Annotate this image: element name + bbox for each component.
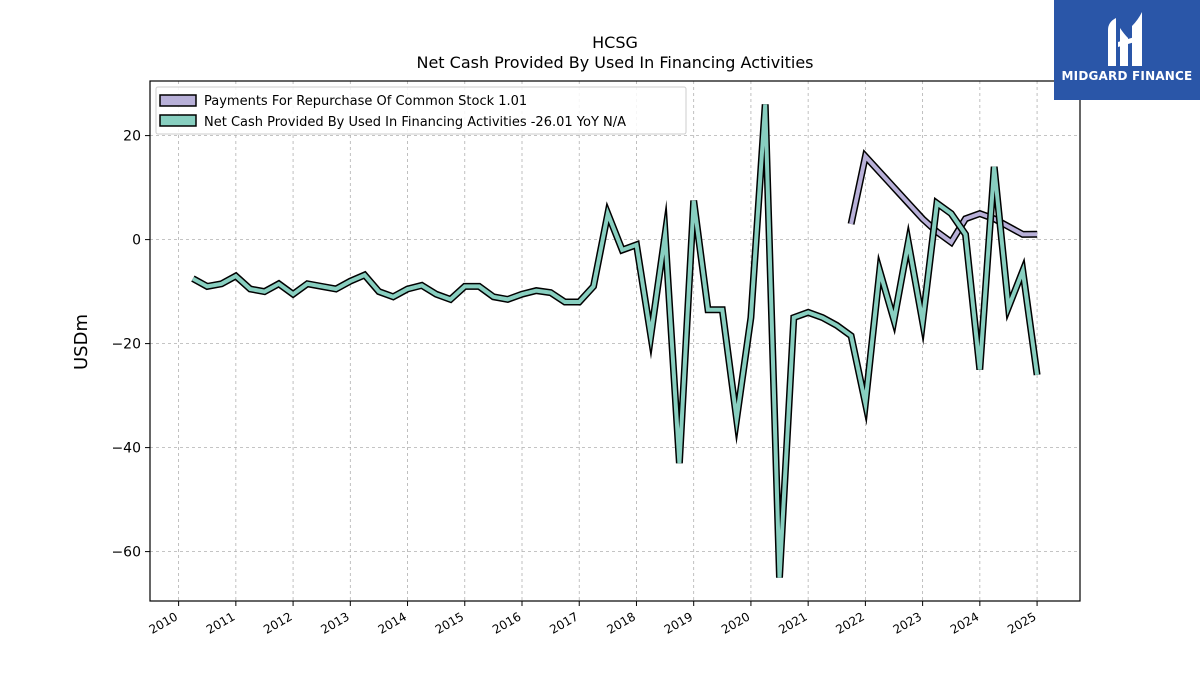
midgard-logo-icon xyxy=(1108,12,1142,66)
x-tick-label: 2016 xyxy=(490,609,523,636)
x-tick-label: 2019 xyxy=(662,609,695,636)
legend-swatch-financing xyxy=(159,114,197,127)
legend-swatch-repurchase xyxy=(159,94,197,107)
x-tick-label: 2017 xyxy=(547,609,580,636)
x-tick-label: 2015 xyxy=(433,609,466,636)
x-tick-label: 2023 xyxy=(891,609,924,636)
grid xyxy=(150,81,1080,601)
y-axis-label: USDm xyxy=(71,314,92,370)
x-tick-label: 2010 xyxy=(147,609,180,636)
series-lines xyxy=(191,104,1041,578)
y-tick-label: −40 xyxy=(111,441,141,457)
legend-label-financing: Net Cash Provided By Used In Financing A… xyxy=(204,115,626,130)
x-tick-label: 2018 xyxy=(605,609,638,636)
x-tick-label: 2013 xyxy=(318,609,351,636)
y-tick-label: 20 xyxy=(123,129,141,145)
y-tick-label: −60 xyxy=(111,545,141,561)
legend-label-repurchase: Payments For Repurchase Of Common Stock … xyxy=(204,94,527,109)
x-tick-label: 2024 xyxy=(948,609,981,636)
y-tick-label: −20 xyxy=(111,337,141,353)
series-line-repurchase xyxy=(849,152,1038,246)
chart-title: HCSG xyxy=(592,33,638,52)
x-tick-label: 2014 xyxy=(376,609,409,636)
series-outline-financing xyxy=(191,104,1041,578)
axes: 2010 2011 2012 2013 2014 2015 2016 2017 2018 2019… xyxy=(111,129,1038,637)
x-tick-label: 2021 xyxy=(776,609,809,636)
brand-logo: MIDGARD FINANCE xyxy=(1054,0,1200,100)
x-tick-label: 2020 xyxy=(719,609,752,636)
brand-name: MIDGARD FINANCE xyxy=(1061,69,1193,83)
x-tick-label: 2012 xyxy=(261,609,294,636)
x-tick-label: 2011 xyxy=(204,609,237,636)
y-tick-label: 0 xyxy=(132,233,141,249)
plot-area xyxy=(149,80,1081,602)
legend: Payments For Repurchase Of Common Stock … xyxy=(155,86,687,135)
legend-box xyxy=(155,86,687,135)
series-line-financing xyxy=(191,104,1040,578)
chart-subtitle: Net Cash Provided By Used In Financing A… xyxy=(416,53,813,72)
x-tick-label: 2025 xyxy=(1005,609,1038,636)
x-tick-label: 2022 xyxy=(833,609,866,636)
